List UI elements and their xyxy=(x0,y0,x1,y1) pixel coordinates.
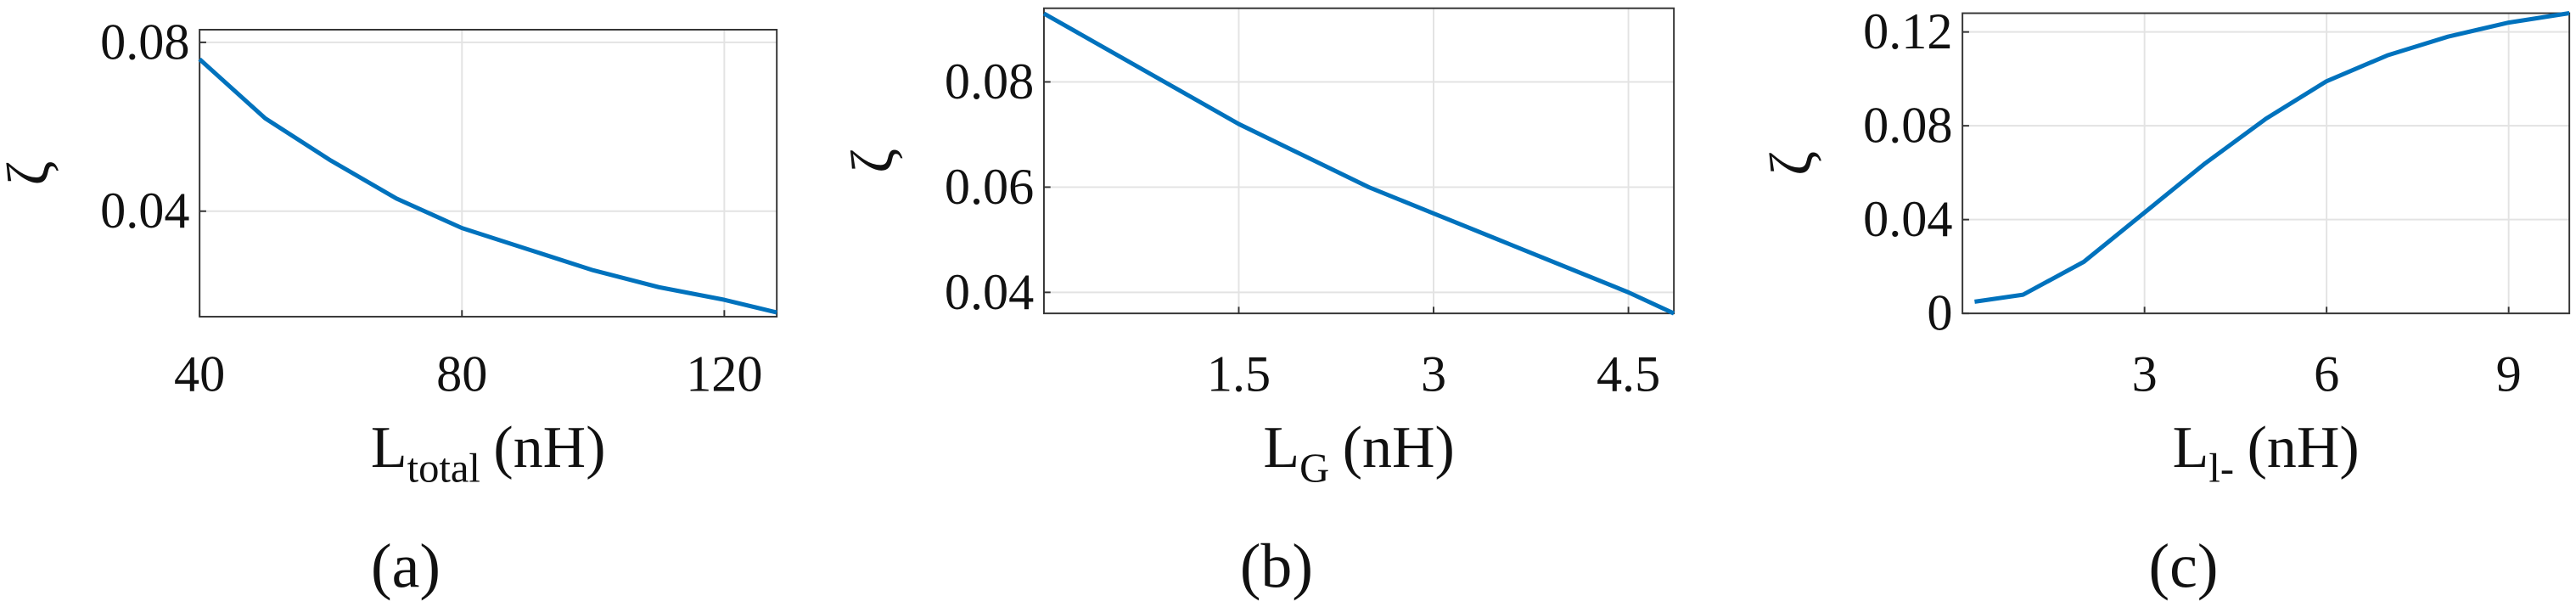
x-tick-label: 3 xyxy=(2132,346,2158,402)
x-label-main: L xyxy=(1263,415,1299,481)
y-axis-label: ζ xyxy=(0,161,61,186)
y-tick-label: 0.04 xyxy=(945,264,1034,321)
x-label-main: L xyxy=(2173,415,2209,481)
x-tick-label: 40 xyxy=(174,346,225,402)
panel-label: (b) xyxy=(1240,531,1313,601)
x-axis-label: Ll- (nH) xyxy=(2173,415,2360,491)
x-axis-label: Ltotal (nH) xyxy=(371,415,606,491)
x-label-sub: G xyxy=(1299,445,1329,491)
x-label-unit: (nH) xyxy=(493,415,605,481)
x-label-unit: (nH) xyxy=(1343,415,1455,481)
y-tick-label: 0.06 xyxy=(945,159,1034,216)
plot-area xyxy=(199,29,777,318)
x-tick-label: 80 xyxy=(436,346,487,402)
y-tick-label: 0.12 xyxy=(1863,3,1952,60)
data-line xyxy=(198,57,777,315)
data-line xyxy=(1042,11,1675,316)
x-tick-label: 6 xyxy=(2314,346,2339,402)
x-tick-label: 120 xyxy=(686,346,762,402)
plot-frame xyxy=(199,29,778,318)
y-tick-label: 0.04 xyxy=(100,183,189,239)
plot-frame xyxy=(1961,12,2571,315)
data-line xyxy=(1974,11,2570,304)
y-axis-label: ζ xyxy=(840,149,906,173)
x-tick-label: 3 xyxy=(1421,346,1446,402)
y-tick-label: 0 xyxy=(1927,285,1952,342)
y-tick-label: 0.08 xyxy=(1863,98,1952,155)
x-tick-label: 4.5 xyxy=(1597,346,1660,402)
plot-area xyxy=(1043,8,1675,314)
x-tick-label: 9 xyxy=(2496,346,2522,402)
panel-label: (a) xyxy=(371,531,441,601)
y-tick-label: 0.08 xyxy=(100,14,189,70)
y-axis-label: ζ xyxy=(1759,151,1824,176)
x-tick-label: 1.5 xyxy=(1207,346,1271,402)
x-label-sub: total xyxy=(407,445,480,491)
x-label-sub: l- xyxy=(2208,445,2234,491)
x-label-main: L xyxy=(371,415,407,481)
plot-frame xyxy=(1042,7,1675,315)
y-tick-label: 0.04 xyxy=(1863,191,1952,248)
x-label-unit: (nH) xyxy=(2248,415,2360,481)
x-axis-label: LG (nH) xyxy=(1263,415,1454,491)
panel-label: (c) xyxy=(2149,531,2219,601)
y-tick-label: 0.08 xyxy=(945,53,1034,110)
plot-area xyxy=(1962,13,2570,314)
